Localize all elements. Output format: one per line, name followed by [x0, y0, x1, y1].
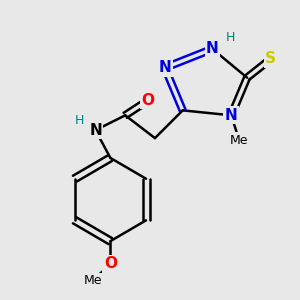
Text: H: H: [75, 114, 84, 127]
Text: N: N: [158, 60, 171, 75]
Text: N: N: [89, 123, 102, 138]
Text: O: O: [142, 93, 154, 108]
Text: Me: Me: [83, 274, 102, 287]
Text: S: S: [266, 51, 276, 66]
Text: N: N: [206, 41, 219, 56]
Text: H: H: [226, 31, 235, 44]
Text: Me: Me: [230, 134, 248, 147]
Text: N: N: [225, 108, 238, 123]
Text: O: O: [104, 256, 117, 272]
